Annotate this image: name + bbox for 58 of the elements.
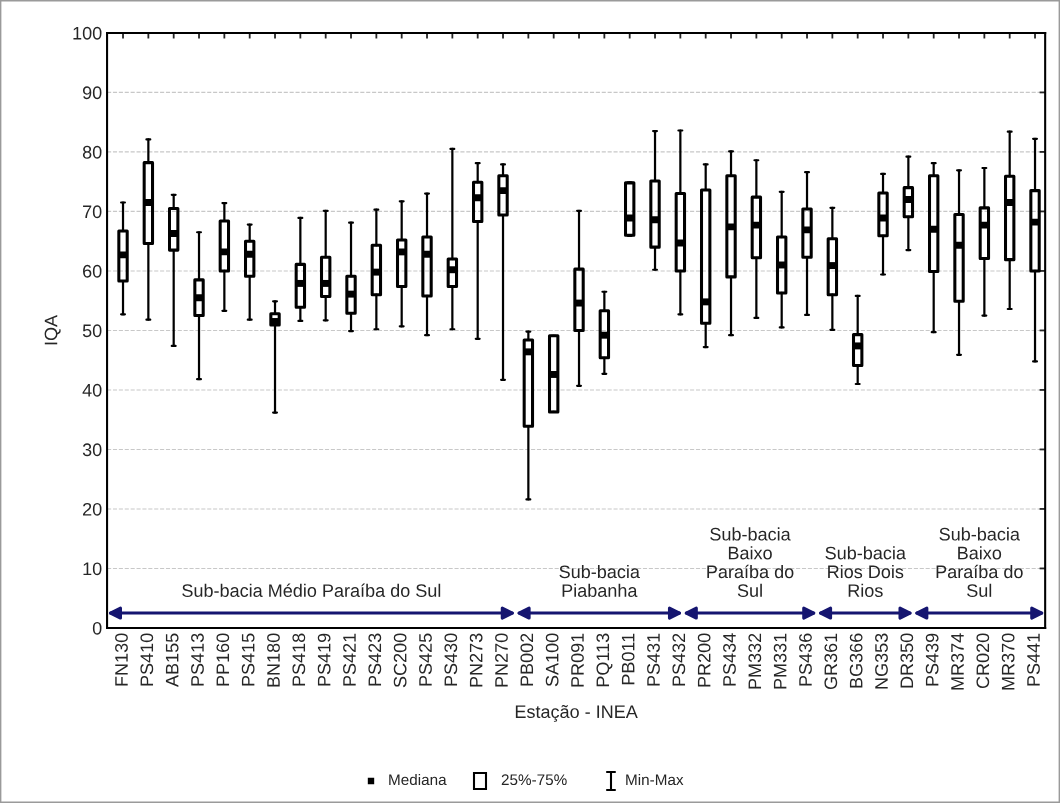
x-tick-label: MR370 [1001, 633, 1015, 690]
x-tick-label: PS418 [292, 633, 306, 686]
x-tick-label: PS421 [343, 633, 356, 686]
x-tick-label: PS430 [444, 633, 458, 686]
x-tick-label: PS436 [799, 633, 812, 686]
y-axis-title: IQA [44, 314, 61, 345]
x-tick-label: PS441 [1027, 633, 1040, 686]
x-tick-label: PR091 [571, 633, 584, 687]
x-tick-label: PN270 [495, 633, 508, 687]
x-tick-label: CR020 [976, 633, 990, 689]
x-tick-label: PN273 [469, 633, 483, 687]
text: 25%-75% [501, 774, 567, 786]
annotation: Sub-bacia Baixo Paraíba do Sul [936, 527, 1023, 598]
text: Mediana [389, 773, 447, 786]
y-tick-label: 80 [82, 145, 102, 159]
x-tick-label: PS419 [317, 633, 331, 686]
annotation: Sub-bacia Médio Paraíba do Sul [182, 583, 441, 598]
x-tick-label: PS439 [925, 633, 939, 686]
annotation: Sub-bacia Piabanha [559, 564, 640, 598]
x-tick-label: PS432 [672, 633, 686, 686]
y-tick-label: 50 [82, 324, 102, 338]
x-tick-label: FN130 [115, 633, 128, 686]
x-tick-label: BG366 [849, 633, 863, 688]
x-tick-label: PB011 [621, 633, 635, 685]
x-tick-label: PS423 [368, 633, 382, 686]
y-tick-label: 70 [83, 205, 102, 219]
y-tick-label: 30 [82, 443, 102, 457]
x-tick-label: AB155 [165, 633, 179, 687]
annotation: Sub-bacia Baixo Paraíba do Sul [707, 527, 794, 598]
y-tick-label: 20 [83, 502, 102, 516]
x-tick-label: PS425 [419, 633, 432, 686]
y-tick-label: 0 [92, 621, 102, 635]
x-tick-label: PB002 [520, 633, 534, 686]
x-axis-title: Estação - INEA [515, 704, 638, 722]
x-tick-label: PM332 [748, 633, 762, 689]
x-tick-label: PS413 [191, 633, 204, 686]
y-tick-label: 90 [82, 86, 102, 100]
x-tick-label: BN180 [267, 633, 280, 687]
x-tick-label: PR200 [697, 633, 711, 687]
x-tick-label: SA100 [545, 633, 559, 687]
x-tick-label: NG353 [875, 633, 888, 689]
y-tick-label: 60 [83, 264, 102, 278]
x-tick-label: PQ113 [596, 633, 613, 687]
y-tick-label: 10 [83, 562, 102, 576]
x-tick-label: DR350 [900, 633, 914, 688]
x-tick-label: PS434 [723, 633, 736, 686]
x-tick-label: PS410 [140, 633, 154, 686]
text: Min-Max [626, 773, 684, 786]
x-tick-label: PM331 [773, 633, 787, 689]
y-tick-label: 40 [82, 383, 102, 397]
x-tick-label: GR361 [824, 633, 838, 690]
x-tick-label: SC200 [393, 633, 407, 688]
y-tick-label: 100 [73, 26, 102, 40]
x-tick-label: PP160 [216, 633, 230, 686]
annotation: Sub-bacia Rios Dois Rios [825, 546, 906, 598]
x-tick-label: PS415 [241, 633, 255, 686]
x-tick-label: PS431 [647, 633, 660, 686]
x-tick-label: MR374 [951, 633, 964, 690]
